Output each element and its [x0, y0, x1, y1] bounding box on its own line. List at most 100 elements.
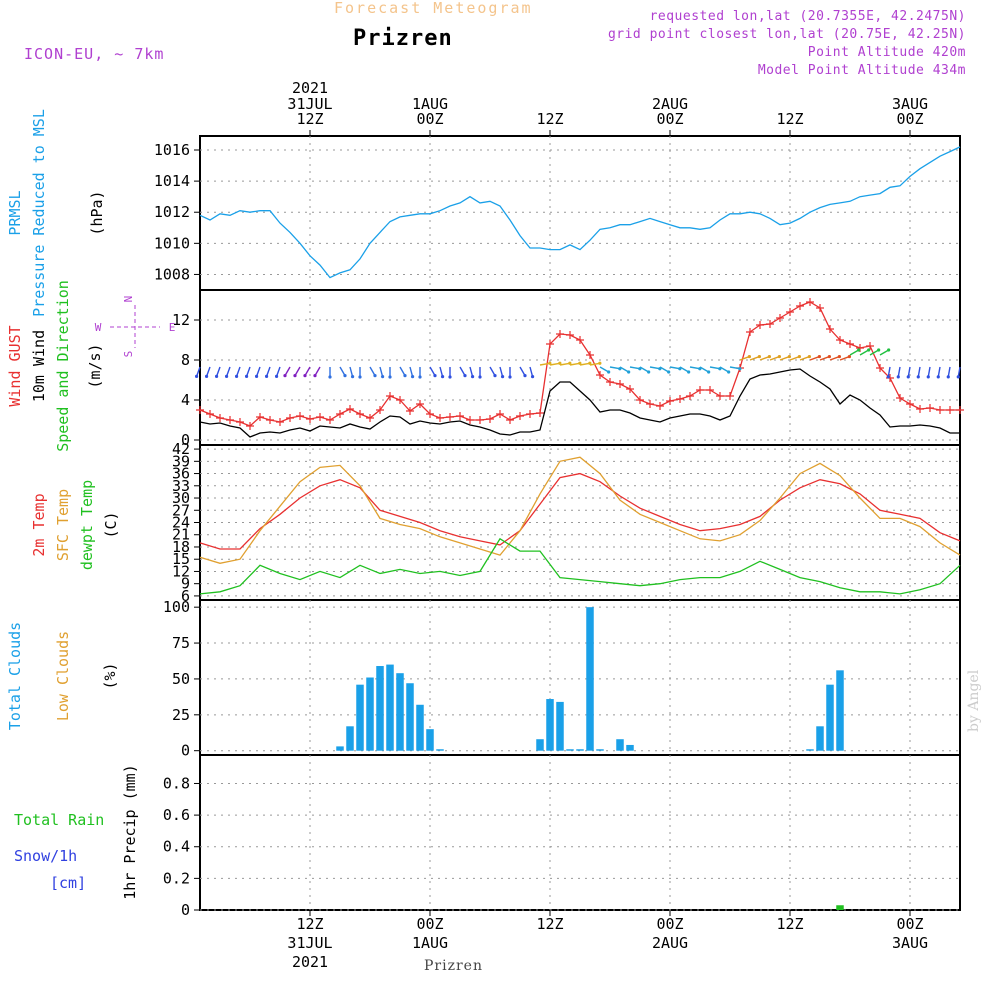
wind-arrow-head [886, 375, 890, 379]
top-tick-label: 00Z [656, 110, 683, 128]
y-tick-label: 0 [181, 901, 190, 919]
gust-marker [316, 413, 324, 421]
wind-arrow-head [493, 374, 497, 378]
gust-marker [486, 415, 494, 423]
wind-arrow [284, 366, 291, 377]
wind-arrow [869, 349, 880, 356]
wind-arrow [304, 366, 311, 377]
wind-arrow [897, 366, 901, 377]
gust-marker [596, 371, 604, 379]
bottom-tick-label: 12Z [776, 915, 803, 933]
y-tick-label: 12 [172, 562, 190, 580]
y-tick-label: 50 [172, 670, 190, 688]
top-tick-label: 00Z [416, 110, 443, 128]
gust-marker [436, 414, 444, 422]
bar-total-clouds [566, 749, 574, 751]
bottom-tick-label: 00Z [416, 915, 443, 933]
gust-marker [816, 304, 824, 312]
compass-e: E [169, 321, 176, 334]
wind-arrow [829, 355, 840, 361]
gust-marker [786, 308, 794, 316]
wind-arrow-head [847, 354, 851, 359]
gust-marker [286, 414, 294, 422]
gust-marker [306, 415, 314, 423]
bar-total-clouds [356, 684, 364, 751]
wind-arrow [769, 355, 780, 361]
y-tick-label: 30 [172, 489, 190, 507]
wind-arrow-head [234, 374, 239, 378]
gust-marker [466, 416, 474, 424]
compass-s: S [122, 351, 135, 358]
wind-arrow-head [264, 374, 269, 378]
bottom-year-label: 2021 [292, 953, 328, 971]
y-tick-label: 0.8 [163, 774, 190, 792]
gust-marker [606, 378, 614, 386]
bottom-tick-label: 00Z [896, 915, 923, 933]
wind-arrow-head [418, 375, 422, 379]
y-axis-title: Speed and Direction [54, 280, 72, 452]
wind-arrow-head [707, 370, 711, 374]
wind-arrow [399, 366, 406, 377]
gust-marker [366, 414, 374, 422]
wind-arrow [599, 366, 610, 373]
wind-arrow [849, 349, 860, 356]
wind-arrow [749, 355, 760, 361]
y-tick-label: 100 [163, 598, 190, 616]
wind-arrow-head [558, 361, 562, 365]
panel-frame-pressure [199, 135, 961, 291]
top-year-label: 2021 [292, 79, 328, 97]
wind-arrow-head [530, 375, 535, 379]
wind-arrow [245, 366, 251, 377]
gust-marker [236, 418, 244, 426]
gust-marker [696, 386, 704, 394]
bar-total-clouds [816, 726, 824, 751]
wind-arrow [205, 366, 211, 377]
bar-total-clouds [806, 749, 814, 751]
wind-arrow-head [313, 374, 317, 378]
wind-arrow-head [687, 370, 691, 374]
wind-arrow-head [867, 348, 871, 352]
wind-arrow-head [283, 374, 287, 378]
wind-arrow-head [667, 370, 671, 374]
wind-arrow-head [204, 374, 209, 378]
y-axis-title: Pressure Reduced to MSL [30, 109, 48, 317]
wind-arrow [629, 366, 640, 370]
wind-arrow [619, 366, 630, 373]
bar-total-clouds [836, 670, 844, 751]
y-tick-label: 36 [172, 465, 190, 483]
gust-marker [846, 340, 854, 348]
gust-marker [556, 330, 564, 338]
gust-marker [936, 406, 944, 414]
wind-arrow [709, 366, 720, 370]
y-axis-title: (m/s) [86, 343, 104, 388]
y-tick-label: 21 [172, 526, 190, 544]
wind-arrow [469, 366, 474, 377]
y-tick-label: 33 [172, 477, 190, 495]
wind-arrow [659, 366, 670, 373]
wind-arrow-head [647, 370, 651, 374]
wind-arrow [265, 366, 271, 377]
wind-arrow-head [373, 374, 377, 378]
gust-marker [476, 416, 484, 424]
compass-w: W [95, 321, 102, 334]
top-tick-label: 12Z [296, 110, 323, 128]
bar-total-clouds [596, 749, 604, 751]
wind-arrow [215, 366, 221, 377]
wind-arrow [519, 366, 526, 377]
wind-arrow-head [936, 375, 940, 379]
point-altitude: Point Altitude 420m [807, 45, 966, 60]
wind-arrow-head [598, 361, 602, 365]
bottom-date-label: 3AUG [892, 934, 928, 952]
wind-arrow-head [224, 374, 229, 378]
wind-arrow-head [508, 375, 512, 379]
bar-total-clouds [426, 729, 434, 751]
gust-marker [196, 406, 204, 414]
bottom-tick-label: 12Z [296, 915, 323, 933]
wind-arrow [559, 362, 570, 366]
bottom-date-label: 1AUG [412, 934, 448, 952]
wind-arrow-head [956, 375, 960, 379]
gust-marker [706, 386, 714, 394]
series-line-2m-temp [199, 472, 961, 550]
wind-arrow [255, 366, 261, 377]
gust-marker [616, 380, 624, 388]
